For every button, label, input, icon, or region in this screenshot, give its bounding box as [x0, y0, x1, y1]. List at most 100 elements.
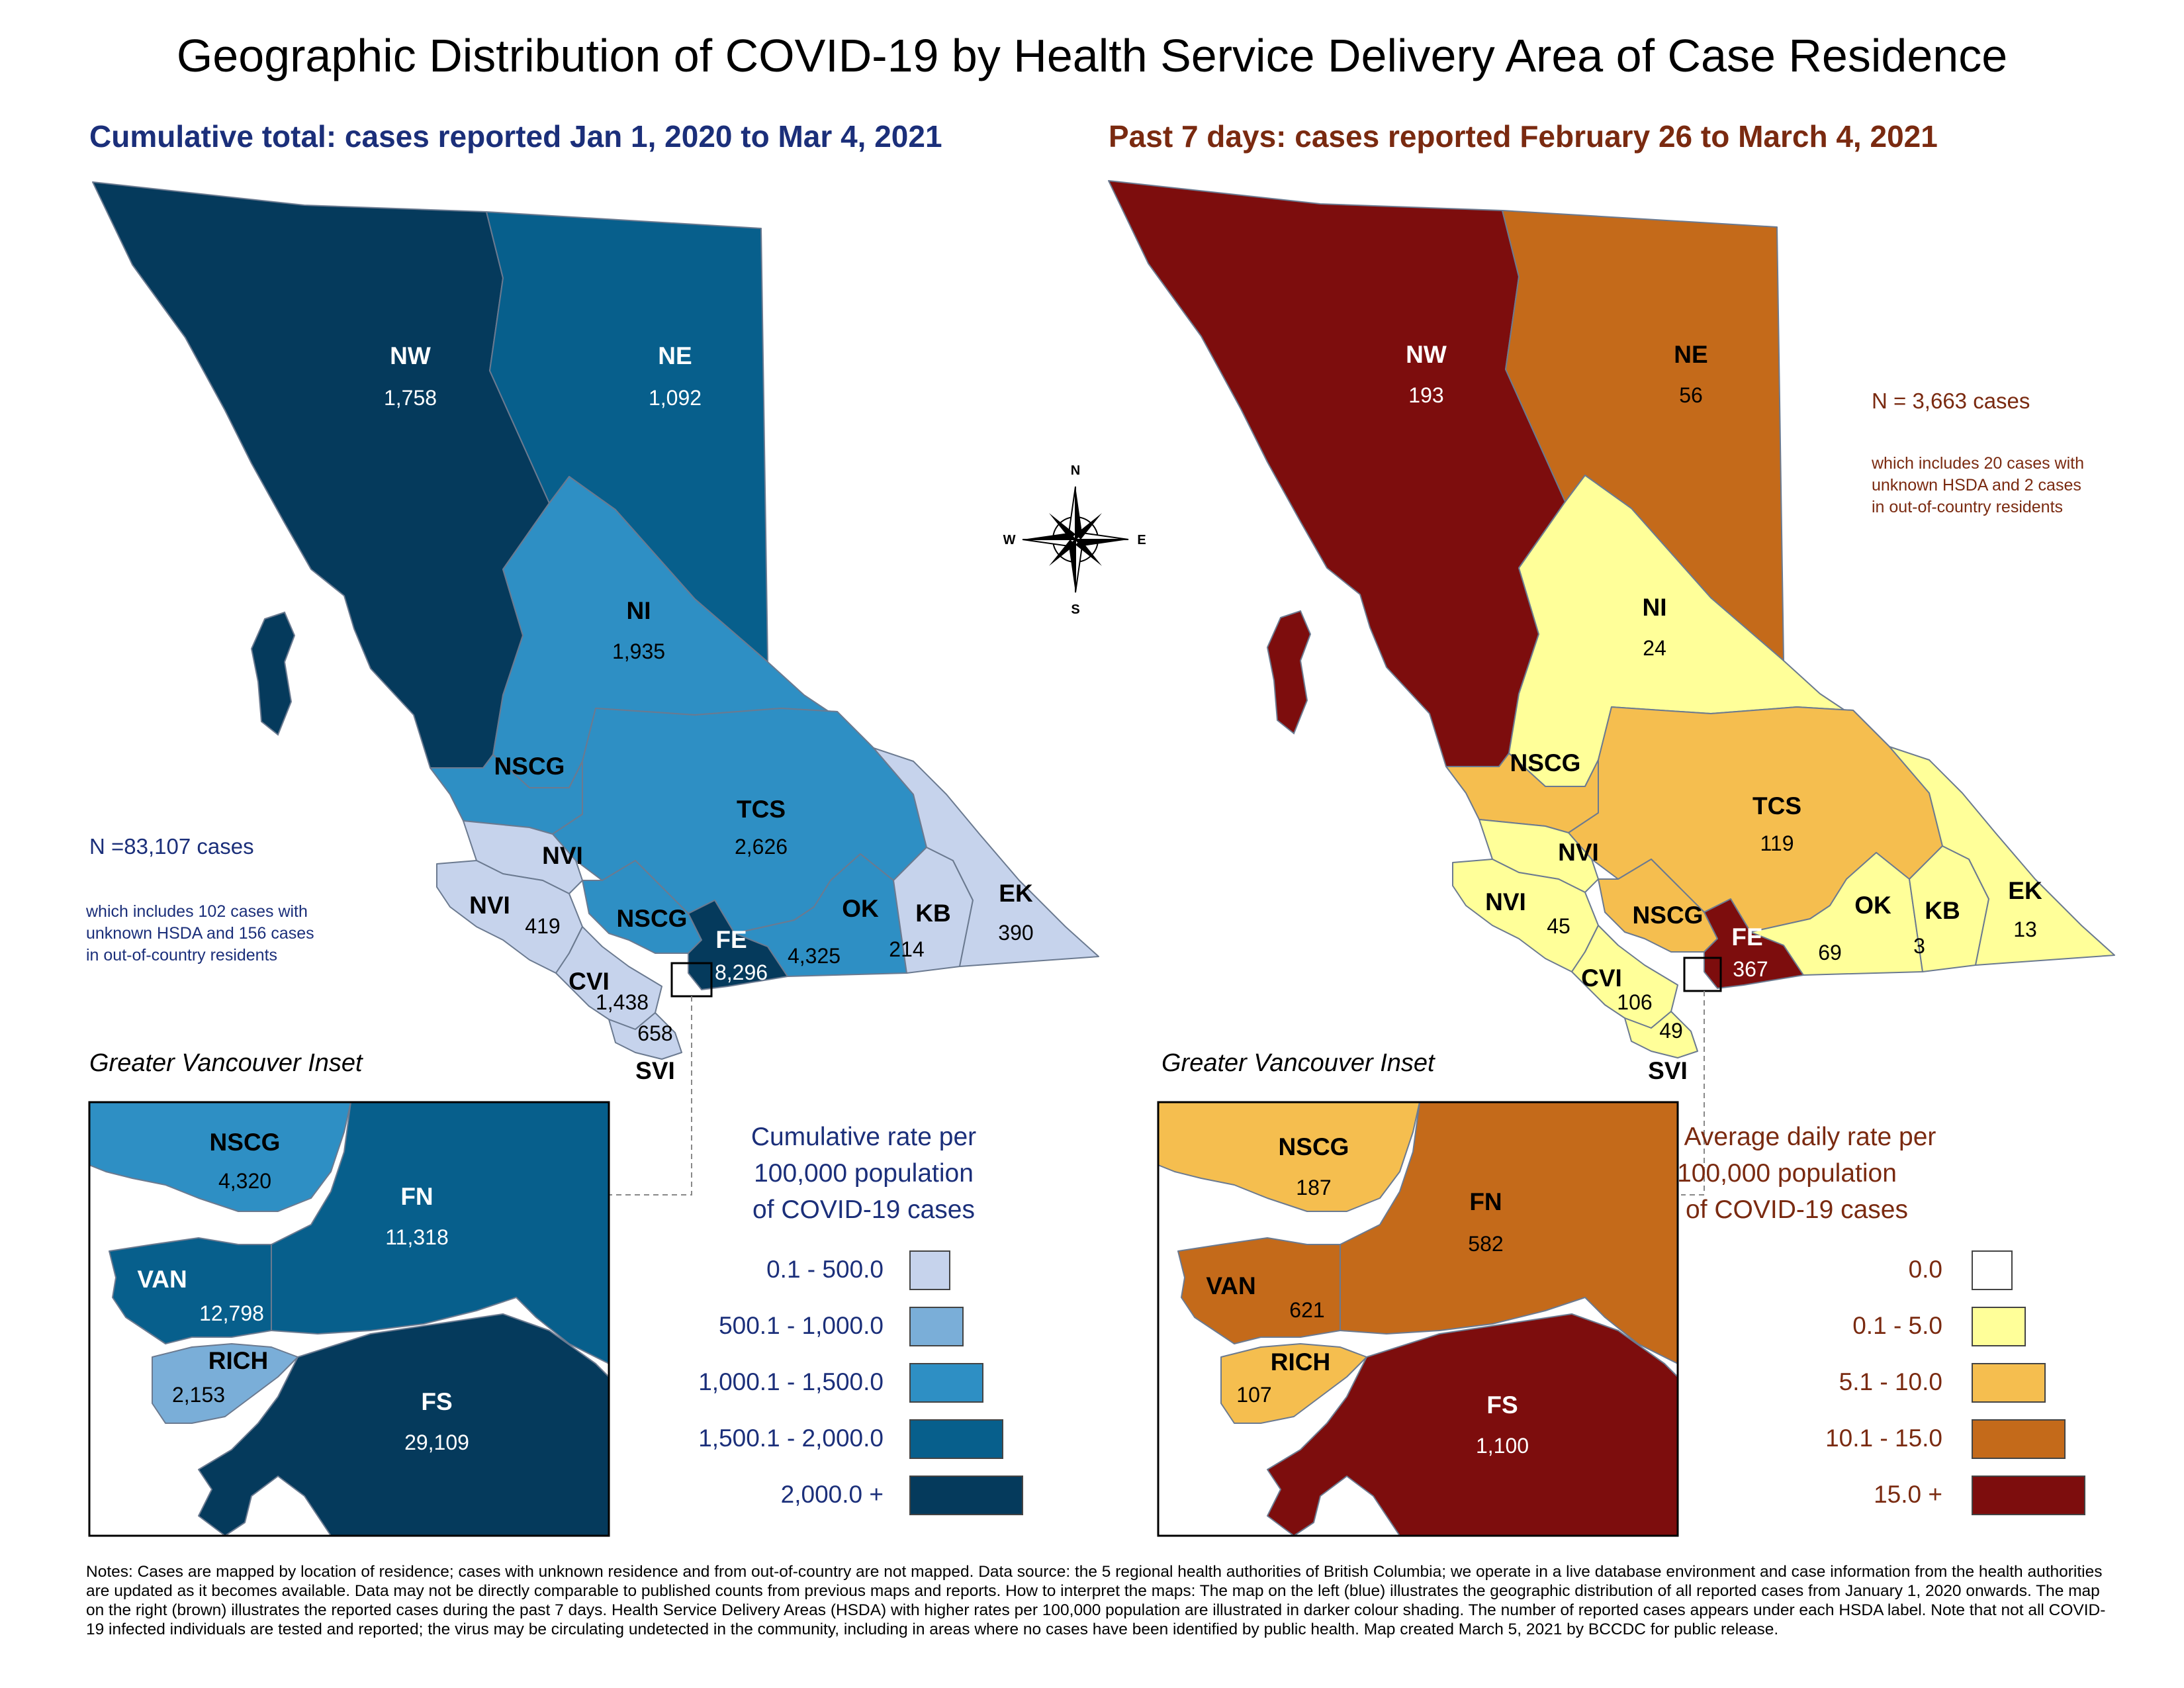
left-value-ok: 4,325 [788, 944, 841, 968]
right-label-ne: NE [1674, 341, 1707, 368]
right-label-nvi-north: NVI [1558, 839, 1599, 866]
figure-notes: Notes: Cases are mapped by location of r… [86, 1563, 2106, 1638]
left-label-cvi: CVI [569, 968, 610, 995]
right-label-ni: NI [1643, 594, 1667, 621]
left-inset: NSCG 4,320 FN 11,318 VAN 12,798 RICH 2,1… [88, 1101, 610, 1537]
left-legend-label: 500.1 - 1,000.0 [719, 1312, 884, 1339]
right-n-note-1: which includes 20 cases with [1871, 454, 2084, 473]
left-label-nw: NW [390, 342, 431, 369]
left-label-nvi: NVI [469, 892, 510, 919]
right-label-svi: SVI [1648, 1057, 1688, 1084]
compass-east: E [1137, 533, 1146, 547]
left-value-svi: 658 [637, 1021, 672, 1045]
left-legend-label: 2,000.0 + [781, 1481, 884, 1508]
right-label-tcs: TCS [1752, 792, 1801, 820]
left-inset-region-rich[interactable] [152, 1343, 298, 1424]
right-value-cvi: 106 [1617, 990, 1652, 1014]
right-label-ek: EK [2008, 877, 2042, 904]
left-inset-value-van: 12,798 [199, 1301, 264, 1325]
compass-west: W [1003, 533, 1016, 547]
right-inset-label-nscg: NSCG [1279, 1133, 1349, 1160]
right-legend-swatch [1972, 1419, 2066, 1459]
right-value-kb: 3 [1913, 934, 1925, 958]
left-region-ek[interactable] [873, 747, 1099, 967]
right-legend-title-3: of COVID-19 cases [1686, 1196, 1908, 1224]
right-inset-value-fn: 582 [1468, 1232, 1503, 1256]
left-region-fe[interactable] [688, 900, 788, 990]
left-region-cvi[interactable] [555, 926, 662, 1030]
compass-south: S [1071, 602, 1079, 617]
left-inset-label-fn: FN [400, 1183, 433, 1210]
left-value-cvi: 1,438 [596, 990, 649, 1014]
left-inset-label-fs: FS [421, 1388, 452, 1415]
right-inset-region-fn[interactable] [1340, 1102, 1678, 1364]
right-region-ek[interactable] [1889, 746, 2115, 966]
right-region-cvi[interactable] [1571, 925, 1678, 1029]
right-label-fe: FE [1731, 923, 1762, 951]
left-map-regions [92, 181, 1099, 1060]
left-n-total: N =83,107 cases [89, 834, 254, 859]
right-label-cvi: CVI [1581, 964, 1622, 992]
left-value-nw: 1,758 [384, 386, 437, 410]
left-label-ok: OK [842, 895, 879, 922]
right-label-nscg-north: NSCG [1510, 749, 1581, 776]
right-value-ok: 69 [1818, 941, 1842, 964]
left-inset-region-fn[interactable] [271, 1102, 610, 1364]
right-inset-value-fs: 1,100 [1476, 1434, 1529, 1458]
right-value-ek: 13 [2013, 917, 2037, 941]
left-inset-leader-line [609, 996, 692, 1196]
right-inset-region-van[interactable] [1177, 1237, 1341, 1344]
left-value-ek: 390 [998, 921, 1033, 945]
right-legend-swatch [1972, 1476, 2085, 1515]
left-label-ek: EK [999, 880, 1033, 907]
left-inset-region-fs[interactable] [198, 1313, 610, 1536]
left-legend-title-2: 100,000 population [754, 1159, 974, 1188]
left-region-svi[interactable] [608, 1012, 682, 1060]
right-map-subtitle: Past 7 days: cases reported February 26 … [1109, 119, 1938, 154]
left-inset-region-van[interactable] [109, 1237, 272, 1344]
right-inset-value-van: 621 [1289, 1298, 1324, 1322]
right-value-tcs: 119 [1760, 831, 1794, 855]
right-region-fe[interactable] [1704, 898, 1804, 989]
left-region-nw[interactable] [92, 181, 550, 769]
right-inset-label-rich: RICH [1271, 1348, 1330, 1376]
right-inset-region-rich[interactable] [1220, 1343, 1367, 1424]
left-inset-value-nscg: 4,320 [218, 1169, 271, 1193]
left-haida-gwaii-island [250, 611, 296, 736]
compass-rose: N E S W [1003, 463, 1146, 617]
right-value-nvi: 45 [1547, 914, 1570, 938]
right-legend-swatch [1972, 1307, 2026, 1346]
left-label-ne: NE [658, 342, 692, 369]
right-haida-gwaii-island [1266, 610, 1312, 735]
left-value-ne: 1,092 [649, 386, 702, 410]
right-legend-title-2: 100,000 population [1677, 1159, 1897, 1188]
right-legend-label: 0.1 - 5.0 [1852, 1312, 1942, 1339]
right-inset-region-nscg[interactable] [1158, 1102, 1420, 1212]
right-inset-label-van: VAN [1206, 1272, 1255, 1299]
right-inset-region-fs[interactable] [1267, 1313, 1678, 1536]
left-inset-value-fs: 29,109 [404, 1430, 469, 1454]
left-value-kb: 214 [889, 937, 924, 961]
right-label-nw: NW [1406, 341, 1447, 368]
right-legend-swatch [1972, 1363, 2046, 1403]
right-legend-label: 10.1 - 15.0 [1825, 1425, 1942, 1452]
right-value-ni: 24 [1643, 636, 1666, 660]
right-n-note-3: in out-of-country residents [1872, 498, 2063, 516]
left-legend-swatch [909, 1307, 964, 1346]
left-value-tcs: 2,626 [735, 835, 788, 859]
right-label-nscg-south: NSCG [1633, 902, 1704, 929]
left-n-note-1: which includes 102 cases with [85, 902, 308, 921]
left-inset-region-nscg[interactable] [89, 1102, 351, 1212]
left-inset-value-fn: 11,318 [385, 1225, 449, 1249]
left-n-note-2: unknown HSDA and 156 cases [86, 924, 314, 943]
right-inset-locator-box [1683, 957, 1722, 992]
right-label-nvi: NVI [1485, 888, 1526, 915]
right-value-nw: 193 [1408, 383, 1443, 407]
left-legend-label: 0.1 - 500.0 [766, 1256, 884, 1283]
right-value-svi: 49 [1659, 1019, 1683, 1043]
left-legend-title-1: Cumulative rate per [751, 1123, 976, 1151]
right-region-nw[interactable] [1108, 180, 1566, 767]
right-region-svi[interactable] [1624, 1011, 1698, 1058]
right-map-labels: NW 193 NE 56 NI 24 NSCG TCS 119 NVI NVI … [1406, 341, 2042, 1084]
right-legend: Average daily rate per 100,000 populatio… [1677, 1123, 2085, 1515]
